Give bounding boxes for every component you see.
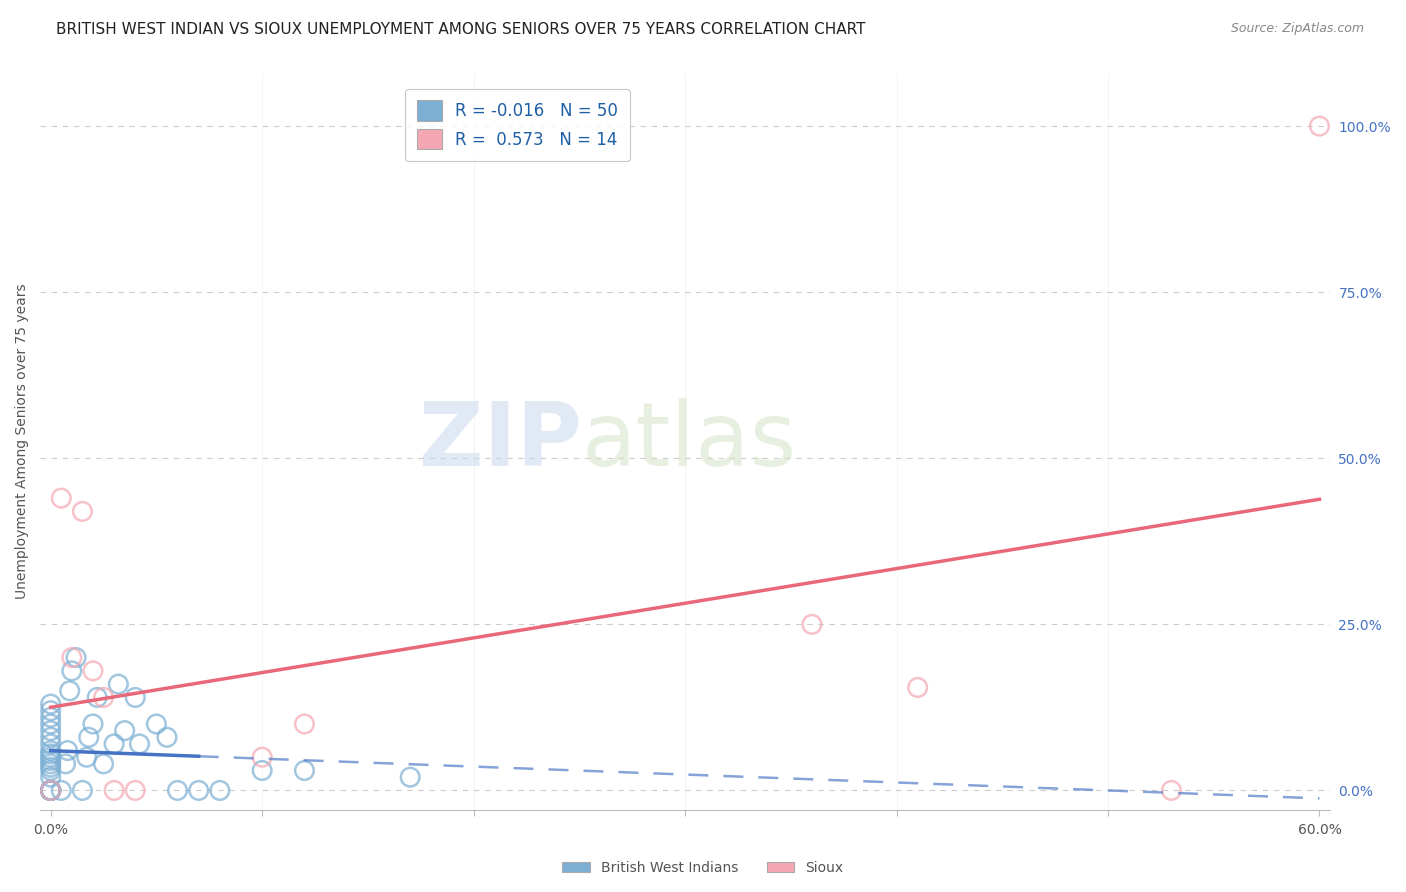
Point (39, 783, 62, 797)
Point (103, 737, 125, 751)
Point (77, 731, 100, 745)
Point (39, 783, 62, 797)
Point (294, 764, 316, 778)
Legend: R = -0.016   N = 50, R =  0.573   N = 14: R = -0.016 N = 50, R = 0.573 N = 14 (405, 88, 630, 161)
Point (82, 664, 104, 678)
Point (124, 690, 146, 705)
Point (39, 737, 62, 751)
Y-axis label: Unemployment Among Seniors over 75 years: Unemployment Among Seniors over 75 years (15, 284, 30, 599)
Point (72, 783, 94, 797)
Point (39, 783, 62, 797)
Point (1308, 119, 1330, 133)
Point (72, 504, 94, 518)
Point (55, 756, 77, 771)
Point (39, 783, 62, 797)
Text: atlas: atlas (582, 398, 797, 485)
Point (39, 731, 62, 745)
Point (187, 783, 209, 797)
Point (399, 770, 422, 784)
Point (39, 783, 62, 797)
Point (250, 764, 273, 778)
Point (39, 704, 62, 718)
Point (39, 783, 62, 797)
Point (166, 783, 188, 797)
Point (39, 697, 62, 711)
Point (39, 770, 62, 784)
Point (39, 783, 62, 797)
Point (39, 723, 62, 738)
Point (39, 783, 62, 797)
Point (124, 783, 146, 797)
Point (39, 710, 62, 724)
Point (1160, 783, 1182, 797)
Point (82, 717, 104, 731)
Legend: British West Indians, Sioux: British West Indians, Sioux (557, 855, 849, 880)
Text: Source: ZipAtlas.com: Source: ZipAtlas.com (1230, 22, 1364, 36)
Point (39, 717, 62, 731)
Point (800, 617, 823, 632)
Point (39, 783, 62, 797)
Point (86, 690, 108, 705)
Text: ZIP: ZIP (419, 398, 582, 485)
Point (39, 756, 62, 771)
Point (39, 743, 62, 757)
Point (76, 750, 98, 764)
Point (250, 750, 273, 764)
Point (39, 754, 62, 768)
Point (39, 750, 62, 764)
Point (93, 690, 115, 705)
Point (107, 677, 129, 691)
Point (39, 783, 62, 797)
Point (907, 681, 929, 695)
Point (51, 491, 73, 505)
Point (59, 683, 82, 698)
Point (56, 743, 79, 757)
Point (145, 717, 167, 731)
Point (60, 650, 83, 665)
Point (294, 717, 316, 731)
Point (39, 764, 62, 778)
Point (39, 783, 62, 797)
Point (156, 731, 179, 745)
Point (103, 783, 125, 797)
Point (128, 737, 150, 751)
Text: BRITISH WEST INDIAN VS SIOUX UNEMPLOYMENT AMONG SENIORS OVER 75 YEARS CORRELATIO: BRITISH WEST INDIAN VS SIOUX UNEMPLOYMEN… (56, 22, 866, 37)
Point (51, 783, 73, 797)
Point (60, 664, 83, 678)
Point (39, 747, 62, 761)
Point (39, 760, 62, 774)
Point (114, 723, 136, 738)
Point (65, 650, 87, 665)
Point (208, 783, 231, 797)
Point (93, 756, 115, 771)
